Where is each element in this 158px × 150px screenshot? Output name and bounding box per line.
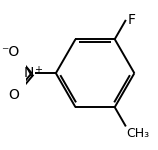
- Text: O: O: [8, 88, 19, 102]
- Text: ⁻O: ⁻O: [1, 45, 19, 58]
- Text: CH₃: CH₃: [127, 127, 150, 140]
- Text: F: F: [127, 13, 135, 27]
- Text: +: +: [34, 64, 42, 75]
- Text: N: N: [23, 66, 34, 80]
